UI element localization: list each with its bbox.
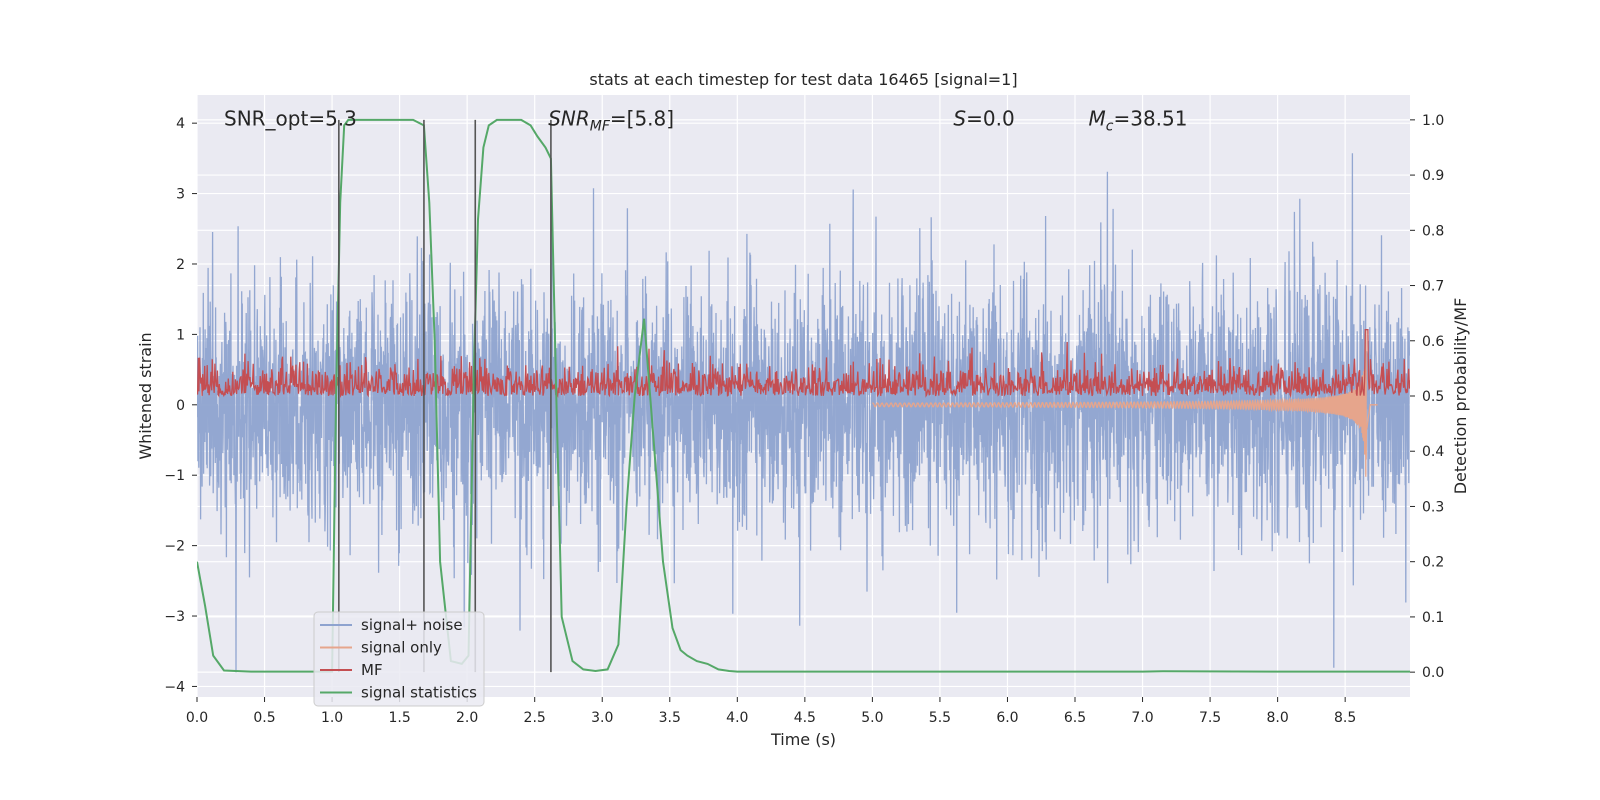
y-right-tick-label: 0.7 bbox=[1422, 279, 1444, 295]
x-tick-label: 3.0 bbox=[591, 710, 613, 726]
annotations: SNR_opt=5.3 SNRMF=[5.8] S=0.0 Mc=38.51 bbox=[224, 107, 1187, 135]
y-axis-label-right: Detection probability/MF bbox=[1451, 298, 1470, 495]
y-left-tick-label: 2 bbox=[176, 257, 185, 273]
y-right-tick-label: 0.8 bbox=[1422, 223, 1444, 239]
y-left-tick-label: 1 bbox=[176, 327, 185, 343]
y-left-tick-label: 0 bbox=[176, 398, 185, 414]
legend-label-1: signal only bbox=[361, 639, 442, 657]
x-tick-label: 0.5 bbox=[253, 710, 275, 726]
legend-box bbox=[313, 611, 485, 707]
x-tick-label: 4.0 bbox=[726, 710, 748, 726]
x-tick-label: 6.0 bbox=[996, 710, 1018, 726]
y-right-tick-label: 0.4 bbox=[1422, 444, 1444, 460]
y-left-tick-label: −4 bbox=[164, 679, 185, 695]
series-signal-only bbox=[871, 330, 1378, 477]
x-tick-label: 7.5 bbox=[1199, 710, 1221, 726]
x-tick-label: 4.5 bbox=[794, 710, 816, 726]
y-right-tick-label: 0.5 bbox=[1422, 389, 1444, 405]
x-tick-label: 3.5 bbox=[659, 710, 681, 726]
chart-title: stats at each timestep for test data 164… bbox=[589, 70, 1017, 89]
series-mf bbox=[197, 329, 1410, 399]
y-right-tick-label: 0.0 bbox=[1422, 665, 1444, 681]
y-left-tick-label: −1 bbox=[164, 468, 185, 484]
y-axis-label-left: Whitened strain bbox=[136, 332, 155, 459]
y-right-tick-label: 0.3 bbox=[1422, 499, 1444, 515]
x-tick-label: 0.0 bbox=[186, 710, 208, 726]
annotation-1: SNRMF=[5.8] bbox=[548, 107, 674, 135]
legend: signal+ noise signal only MF signal statist… bbox=[313, 611, 485, 707]
x-tick-label: 2.5 bbox=[524, 710, 546, 726]
y-left-tick-label: −2 bbox=[164, 539, 185, 555]
legend-label-0: signal+ noise bbox=[361, 616, 463, 634]
x-tick-label: 7.0 bbox=[1131, 710, 1153, 726]
y-left-tick-label: 4 bbox=[176, 116, 185, 132]
y-right-tick-label: 0.9 bbox=[1422, 168, 1444, 184]
annotation-3: Mc=38.51 bbox=[1089, 107, 1188, 135]
x-tick-label: 6.5 bbox=[1064, 710, 1086, 726]
series-signal-statistics bbox=[197, 118, 1410, 673]
y-right-tick-label: 1.0 bbox=[1422, 113, 1444, 129]
vertical-markers bbox=[338, 119, 552, 673]
series-signal-noise bbox=[197, 153, 1410, 673]
x-tick-label: 1.0 bbox=[321, 710, 343, 726]
x-tick-label: 8.0 bbox=[1266, 710, 1288, 726]
x-tick-label: 8.5 bbox=[1334, 710, 1356, 726]
y-right-tick-label: 0.1 bbox=[1422, 610, 1444, 626]
y-right-tick-label: 0.2 bbox=[1422, 555, 1444, 571]
series-layer bbox=[197, 118, 1410, 673]
x-tick-label: 2.0 bbox=[456, 710, 478, 726]
x-tick-label: 5.0 bbox=[861, 710, 883, 726]
x-axis-label: Time (s) bbox=[770, 730, 836, 749]
legend-label-2: MF bbox=[361, 661, 383, 679]
y-left-tick-label: −3 bbox=[164, 609, 185, 625]
y-left-tick-label: 3 bbox=[176, 187, 185, 203]
annotation-2: S=0.0 bbox=[953, 107, 1014, 131]
y-right-tick-label: 0.6 bbox=[1422, 334, 1444, 350]
x-tick-label: 1.5 bbox=[388, 710, 410, 726]
x-tick-label: 5.5 bbox=[929, 710, 951, 726]
annotation-0: SNR_opt=5.3 bbox=[224, 107, 357, 131]
legend-label-3: signal statistics bbox=[361, 684, 477, 702]
ticks: 0.0 0.5 1.0 1.5 2.0 2.5 3.0 3.5 4.0 4.5 5.0 5.5 6.0 6… bbox=[164, 113, 1444, 726]
